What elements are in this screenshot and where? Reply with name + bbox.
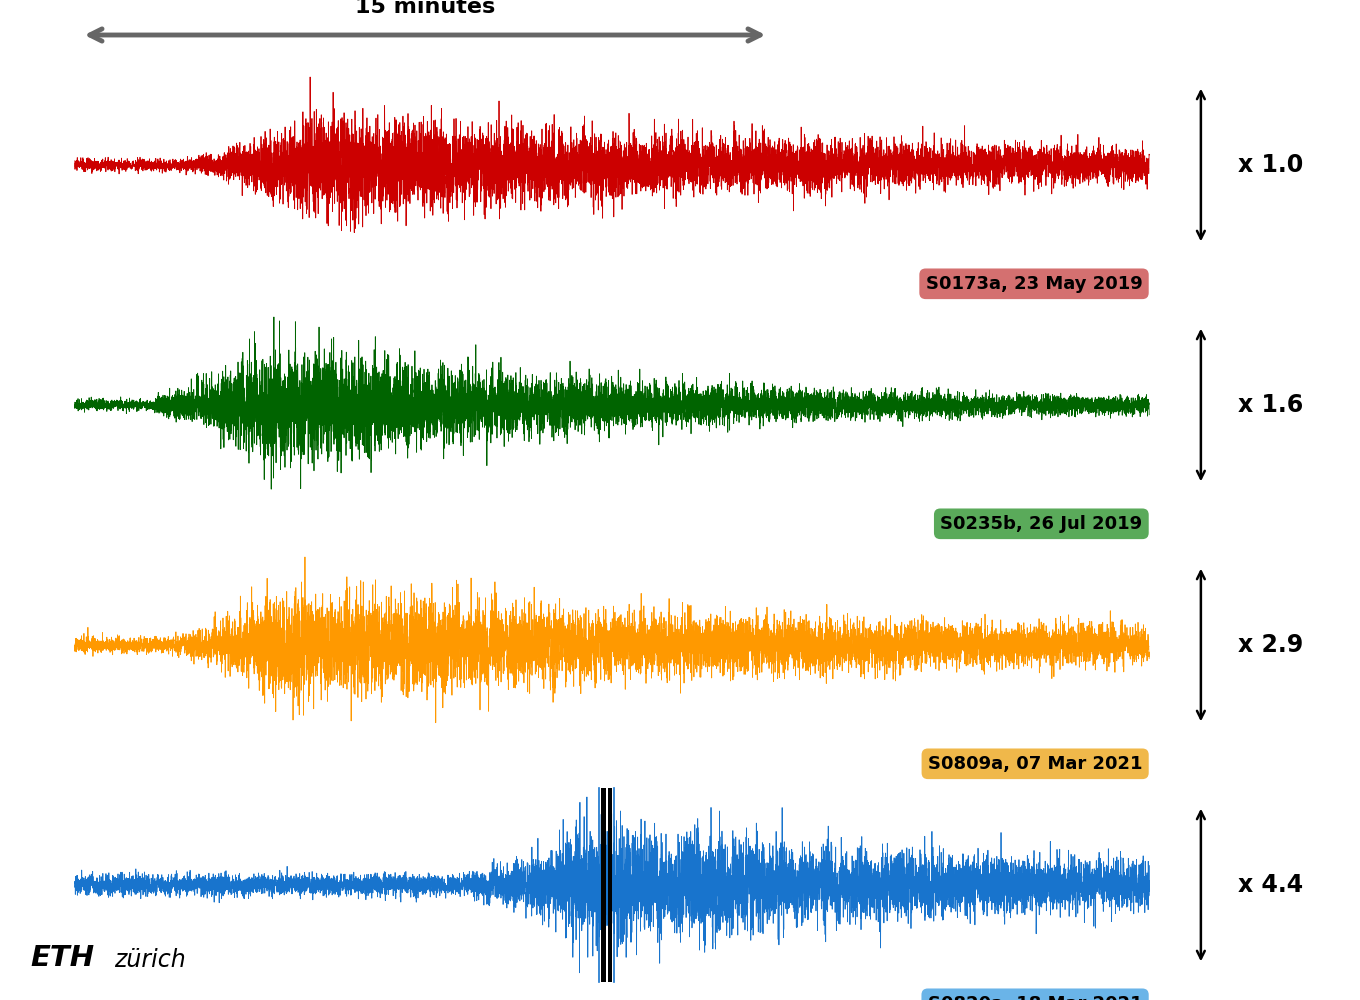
- Bar: [601, 788, 605, 982]
- Text: S0820a, 18 Mar 2021: S0820a, 18 Mar 2021: [928, 995, 1142, 1000]
- Text: x 2.9: x 2.9: [1238, 633, 1303, 657]
- Text: ETH: ETH: [30, 944, 94, 972]
- Text: S0173a, 23 May 2019: S0173a, 23 May 2019: [926, 275, 1142, 293]
- Text: 15 minutes: 15 minutes: [355, 0, 495, 17]
- Text: x 1.6: x 1.6: [1238, 393, 1303, 417]
- Text: x 4.4: x 4.4: [1238, 873, 1303, 897]
- Text: S0809a, 07 Mar 2021: S0809a, 07 Mar 2021: [928, 755, 1142, 773]
- Text: zürich: zürich: [114, 948, 186, 972]
- Text: x 1.0: x 1.0: [1238, 153, 1303, 177]
- Bar: [608, 788, 612, 982]
- Text: S0235b, 26 Jul 2019: S0235b, 26 Jul 2019: [940, 515, 1142, 533]
